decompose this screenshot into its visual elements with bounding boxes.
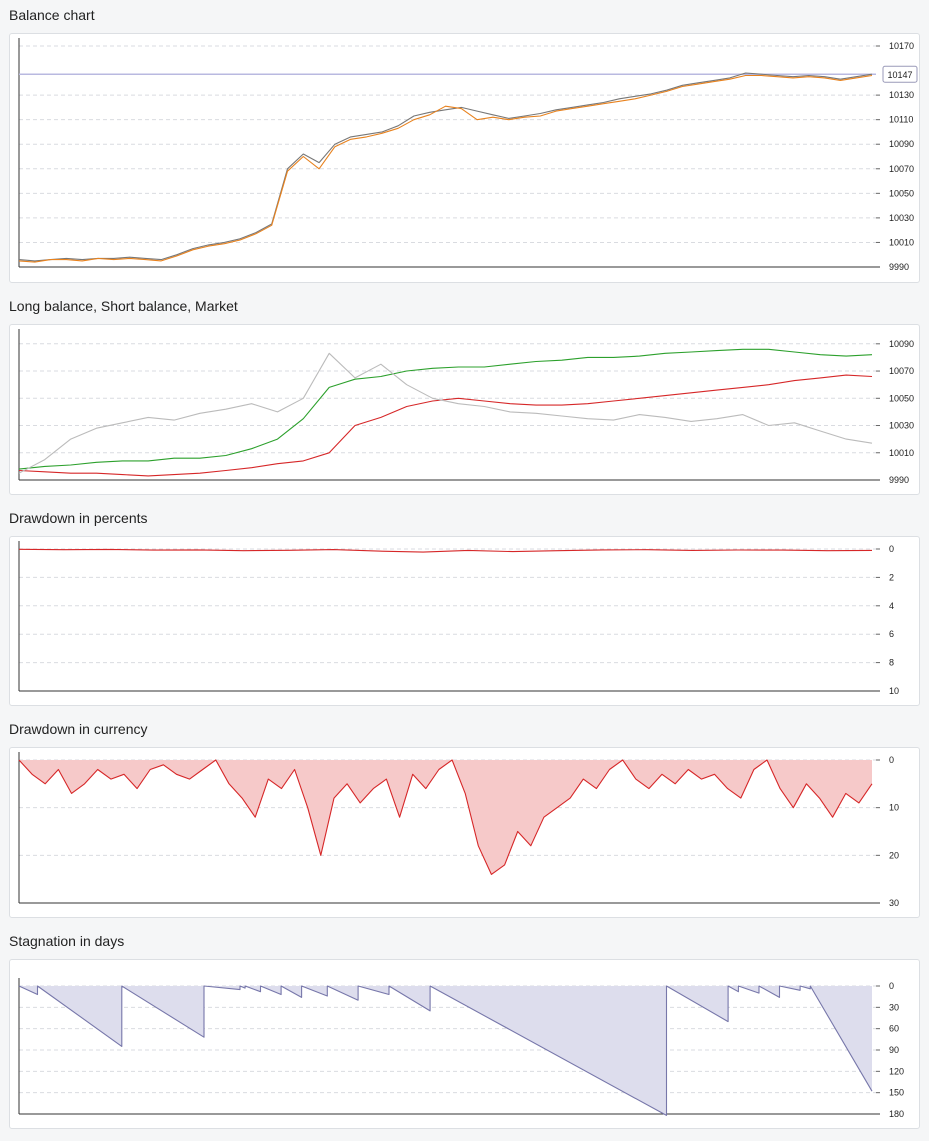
y-tick-label: 0 <box>889 755 894 765</box>
series-line-0 <box>18 348 873 470</box>
series-line-0 <box>18 548 873 553</box>
y-tick-label: 120 <box>889 1066 904 1076</box>
chart-panel-drawdown-percent: 0 2 4 6 8 10 <box>9 536 920 706</box>
y-tick-label: 150 <box>889 1088 904 1098</box>
y-tick-label: 10030 <box>889 213 914 223</box>
series-line-2 <box>18 352 873 474</box>
y-tick-label: 0 <box>889 544 894 554</box>
series-line-0 <box>18 759 873 875</box>
balance-chart: 10170 10130 10110 10090 10070 10050 10030 10010… <box>18 38 918 272</box>
series-line-0 <box>18 985 873 1116</box>
y-tick-label: 180 <box>889 1109 904 1119</box>
y-tick-label: 30 <box>889 1002 899 1012</box>
y-tick-label: 10 <box>889 803 899 813</box>
chart-panel-long-short-market: 10090 10070 10050 10030 10010 9990 <box>9 324 920 495</box>
y-tick-label: 4 <box>889 601 894 611</box>
y-tick-label: 6 <box>889 629 894 639</box>
chart-panel-balance: 10170 10130 10110 10090 10070 10050 10030 10010… <box>9 33 920 283</box>
drawdown-percent-chart: 0 2 4 6 8 10 <box>18 541 899 696</box>
y-tick-label: 10090 <box>889 339 914 349</box>
y-tick-label: 8 <box>889 658 894 668</box>
current-value-label: 10147 <box>887 70 912 80</box>
y-tick-label: 90 <box>889 1045 899 1055</box>
y-tick-label: 10010 <box>889 237 914 247</box>
y-tick-label: 9990 <box>889 262 909 272</box>
y-tick-label: 10050 <box>889 393 914 403</box>
y-tick-label: 60 <box>889 1024 899 1034</box>
chart-title-long-short-market: Long balance, Short balance, Market <box>9 298 238 314</box>
chart-title-balance: Balance chart <box>9 7 95 23</box>
chart-panel-stagnation: 0 30 60 90 120 150 180 <box>9 959 920 1129</box>
y-tick-label: 10070 <box>889 366 914 376</box>
y-tick-label: 10110 <box>889 115 913 125</box>
stagnation-chart: 0 30 60 90 120 150 180 <box>18 978 904 1119</box>
series-line-1 <box>18 74 873 263</box>
series-line-1 <box>18 374 873 477</box>
y-tick-label: 10130 <box>889 90 914 100</box>
y-tick-label: 10070 <box>889 164 914 174</box>
current-value-badge <box>882 65 918 83</box>
y-tick-label: 30 <box>889 898 899 908</box>
y-tick-label: 10030 <box>889 421 914 431</box>
y-tick-label: 2 <box>889 572 894 582</box>
y-tick-label: 0 <box>889 981 894 991</box>
y-tick-label: 10010 <box>889 448 914 458</box>
chart-title-drawdown-currency: Drawdown in currency <box>9 721 148 737</box>
series-area <box>19 986 872 1116</box>
y-tick-label: 20 <box>889 850 899 860</box>
y-tick-label: 10170 <box>889 41 914 51</box>
chart-panel-drawdown-currency: 0 10 20 30 <box>9 747 920 918</box>
chart-title-drawdown-percent: Drawdown in percents <box>9 510 148 526</box>
chart-title-stagnation: Stagnation in days <box>9 933 125 949</box>
y-tick-label: 10050 <box>889 188 914 198</box>
long-short-market-chart: 10090 10070 10050 10030 10010 9990 <box>18 329 914 485</box>
drawdown-currency-chart: 0 10 20 30 <box>18 752 899 908</box>
y-tick-label: 10 <box>889 686 899 696</box>
series-line-0 <box>18 72 873 262</box>
series-area <box>19 760 872 875</box>
y-tick-label: 10090 <box>889 139 914 149</box>
y-tick-label: 9990 <box>889 475 909 485</box>
